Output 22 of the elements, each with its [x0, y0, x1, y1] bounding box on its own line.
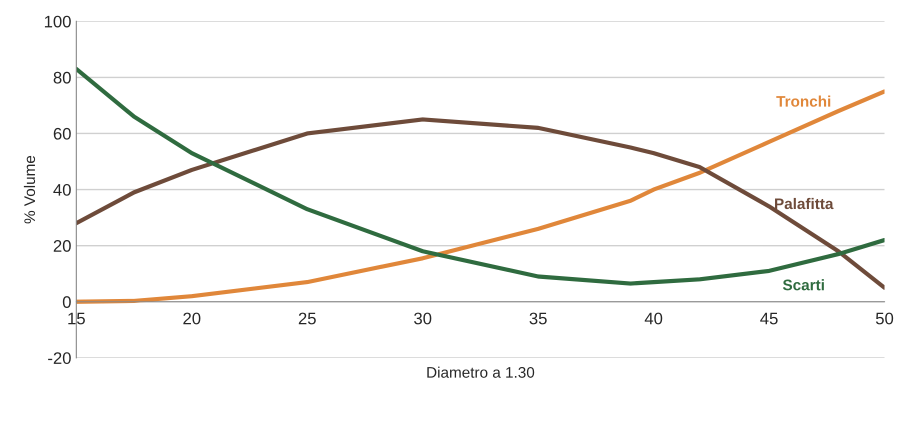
x-tick-label: 45 — [760, 312, 778, 324]
y-tick-label: 80 — [54, 72, 71, 84]
y-axis-title: % Volume — [24, 156, 36, 224]
x-tick-label: 40 — [644, 312, 662, 324]
line-series — [76, 117, 885, 290]
x-axis-title: Diametro a 1.30 — [427, 366, 534, 378]
series-label: Tronchi — [776, 96, 830, 107]
x-tick-label: 25 — [298, 312, 316, 324]
x-tick-label: 50 — [876, 312, 894, 324]
x-tick-label: 30 — [414, 312, 432, 324]
y-tick-label: 40 — [53, 184, 71, 196]
x-tick-label: 15 — [68, 312, 85, 324]
line-series — [76, 89, 885, 304]
y-tick-label: -20 — [48, 352, 71, 364]
y-tick-label: 20 — [54, 240, 71, 252]
y-tick-label: 60 — [54, 128, 71, 140]
y-tick-label: 0 — [62, 296, 71, 308]
series-label: Scarti — [782, 279, 824, 290]
y-tick-label: 100 — [44, 16, 71, 28]
x-tick-label: 35 — [530, 312, 547, 324]
x-tick-label: 20 — [183, 312, 200, 324]
series-label: Palafitta — [775, 198, 834, 210]
